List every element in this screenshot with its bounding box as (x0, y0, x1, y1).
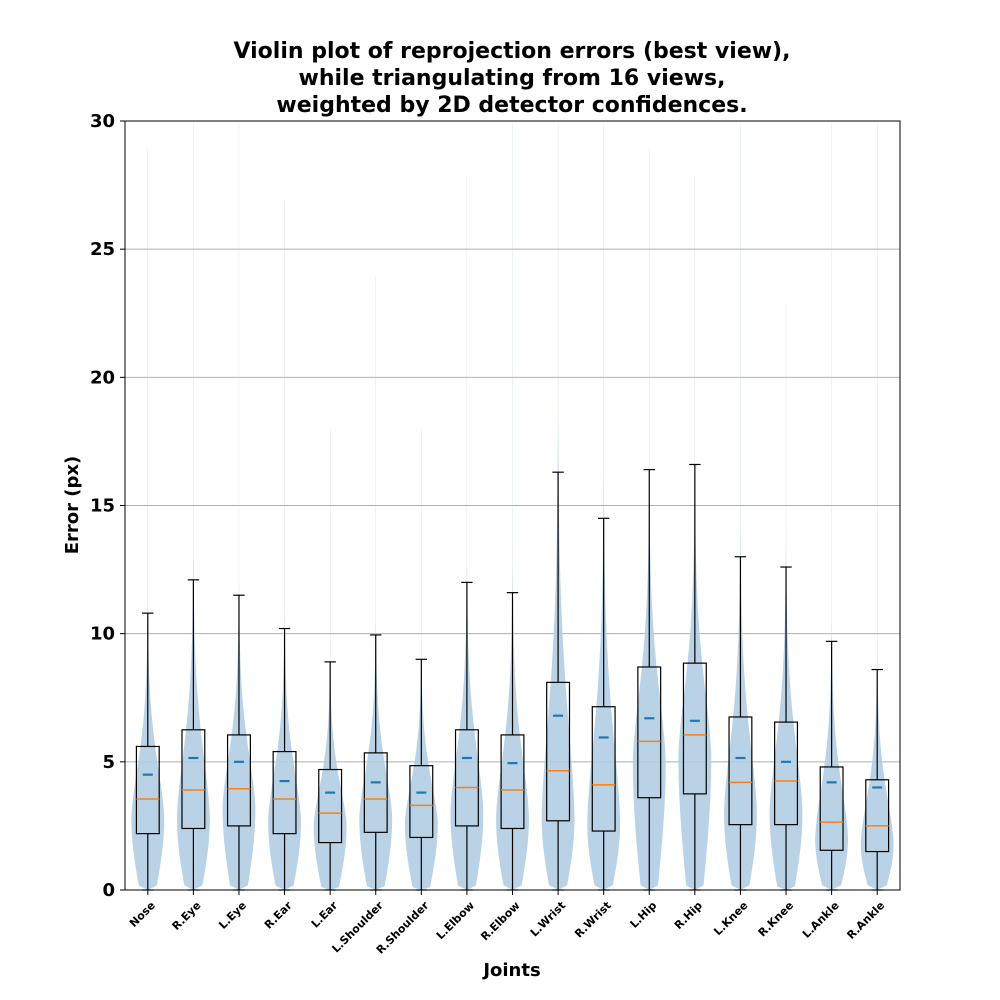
violin-L.Shoulder (359, 274, 393, 890)
x-tick-label: R.Knee (756, 899, 796, 939)
x-tick-label: R.Hip (672, 899, 705, 932)
y-tick-label: 0 (102, 880, 115, 901)
box-R.Eye (181, 729, 206, 830)
box-L.Eye (226, 734, 251, 827)
box-R.Ear (272, 750, 297, 835)
violin-L.Eye (222, 121, 256, 890)
violin-R.Wrist (587, 121, 621, 890)
violins (131, 121, 894, 890)
box-L.Ankle (819, 766, 844, 851)
box-L.Hip (637, 666, 662, 799)
box-L.Ear (318, 768, 343, 844)
x-tick-label: Nose (127, 899, 158, 930)
y-tick-label: 15 (90, 496, 115, 517)
y-axis-ticks: 0 5 10 15 20 25 30 (90, 111, 125, 901)
x-tick-label: L.Wrist (528, 899, 568, 939)
violin-R.Ankle (860, 121, 894, 890)
x-axis-ticks: Nose R.Eye L.Eye R.Ear L.EarL.ShoulderR.Shou… (127, 890, 887, 957)
x-tick-label: L.Hip (628, 899, 660, 931)
y-tick-label: 10 (90, 624, 115, 645)
y-tick-label: 25 (90, 239, 115, 260)
x-tick-label: L.Ear (309, 899, 341, 931)
x-tick-label: R.Elbow (478, 899, 522, 943)
x-tick-label: R.Ear (262, 899, 295, 932)
violin-R.Elbow (496, 121, 529, 890)
chart-title-line-3: weighted by 2D detector confidences. (276, 93, 747, 118)
x-tick-label: L.Eye (216, 899, 249, 932)
box-R.Ankle (865, 779, 890, 853)
violin-R.Eye (176, 121, 210, 890)
box-L.Shoulder (363, 752, 388, 833)
violin-Nose (131, 146, 165, 890)
violin-R.Ear (268, 197, 301, 890)
y-axis-label: Error (px) (62, 456, 83, 555)
violin-L.Ear (313, 428, 347, 890)
violin-L.Elbow (450, 172, 484, 890)
x-axis-label: Joints (481, 960, 540, 981)
y-tick-label: 30 (90, 111, 115, 132)
y-tick-label: 5 (102, 752, 115, 773)
x-tick-label: L.Elbow (434, 899, 477, 942)
box-Nose (135, 745, 160, 835)
box-R.Wrist (591, 706, 616, 832)
x-tick-label: R.Wrist (572, 899, 614, 941)
box-L.Wrist (546, 681, 571, 822)
box-R.Shoulder (409, 765, 434, 839)
chart-title-line-1: Violin plot of reprojection errors (best… (234, 39, 791, 64)
violin-L.Knee (724, 121, 757, 890)
x-tick-label: L.Knee (711, 899, 750, 938)
box-L.Knee (728, 716, 753, 826)
box-R.Elbow (500, 734, 525, 830)
x-tick-label: L.Ankle (800, 899, 842, 941)
x-tick-label: R.Eye (170, 899, 204, 933)
chart-title-line-2: while triangulating from 16 views, (299, 66, 726, 91)
box-R.Knee (774, 721, 799, 826)
y-tick-label: 20 (90, 367, 115, 388)
box-L.Elbow (454, 729, 479, 827)
violin-L.Ankle (815, 121, 848, 890)
x-tick-label: R.Ankle (844, 899, 887, 942)
boxplots (135, 463, 890, 891)
box-R.Hip (682, 662, 707, 795)
